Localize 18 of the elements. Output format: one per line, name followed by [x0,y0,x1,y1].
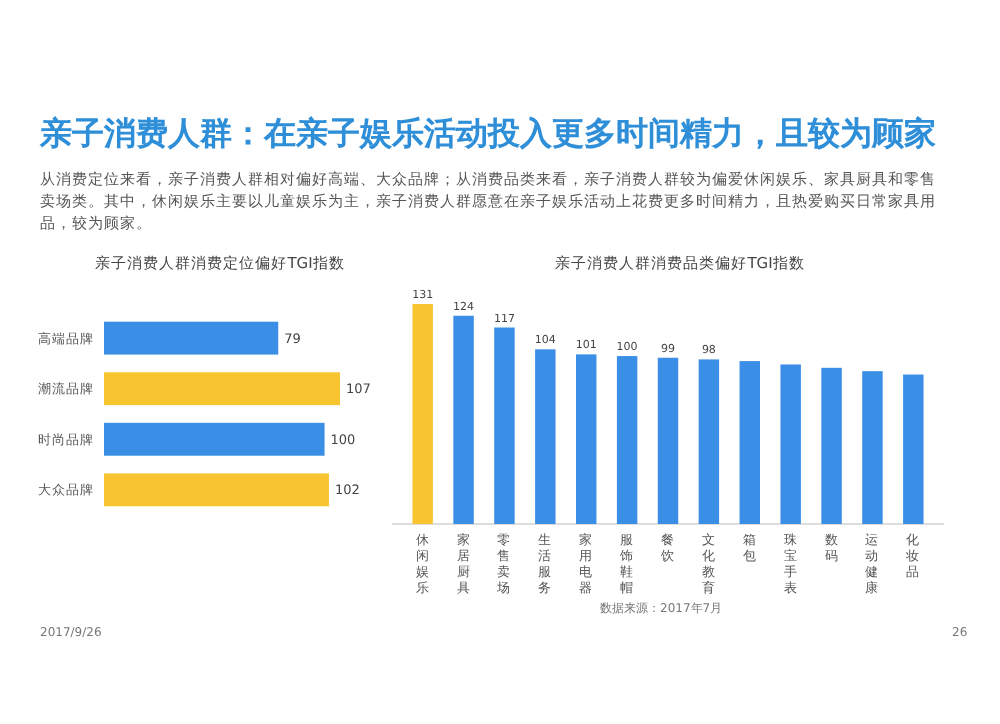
bar [104,321,279,355]
bar [412,304,433,524]
bar [616,356,638,524]
bar [657,357,679,524]
bar [780,364,801,524]
bar [698,359,720,524]
bar [453,315,474,524]
bar [903,374,924,524]
bar [104,422,325,456]
bar [494,327,515,524]
bar [862,371,883,524]
bar [104,473,329,507]
bar [104,372,340,406]
bar [535,349,556,524]
text: 亲子消费人群：在亲子娱乐活动投入更多时间精力，且较为顾家 [38,114,936,152]
bar [821,367,842,524]
bar [576,354,597,524]
bar [739,361,760,524]
